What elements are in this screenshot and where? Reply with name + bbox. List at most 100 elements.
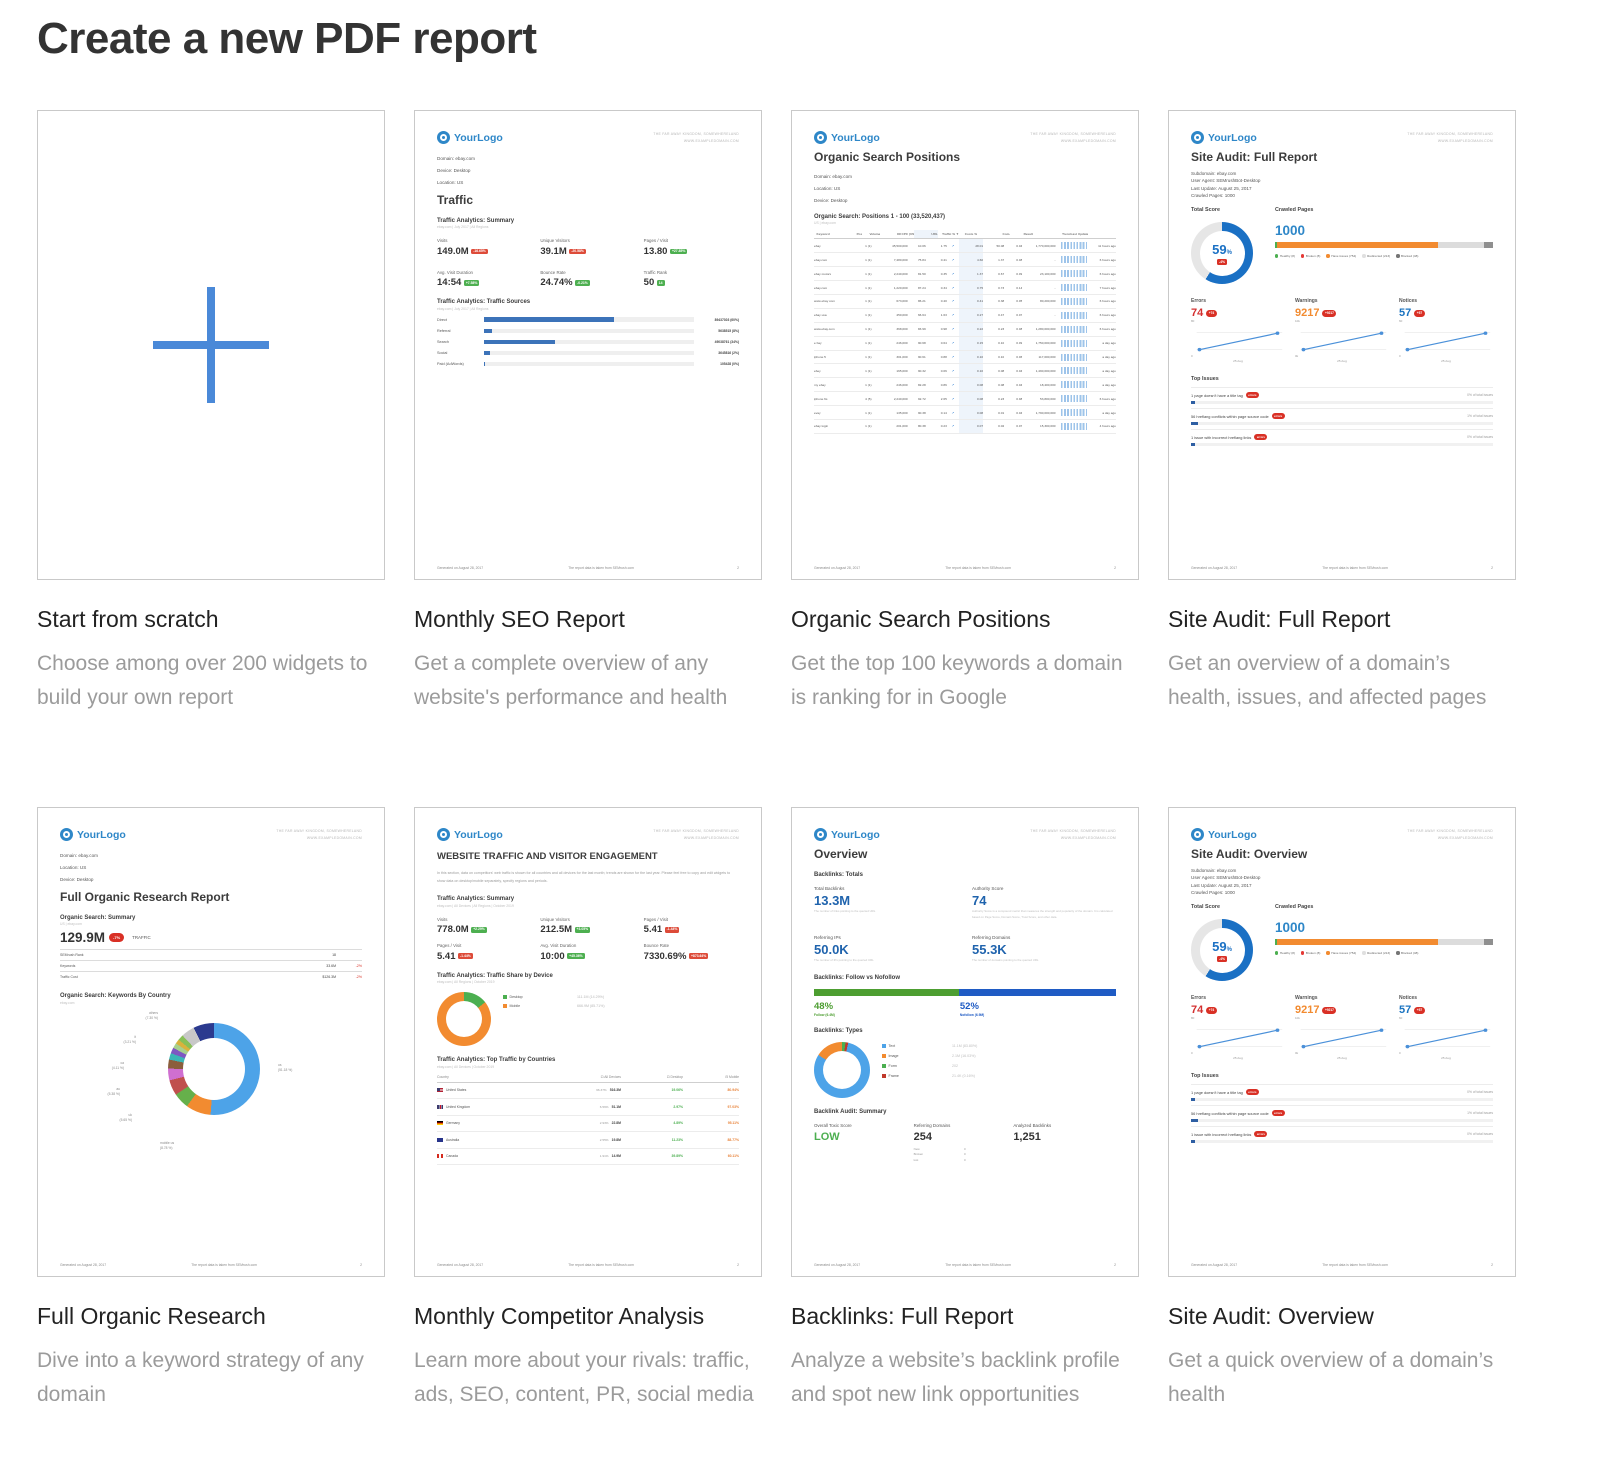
table-row: ebay login 1 (1) 201,000 80.38 0.23 ↗ 0.07 0.02… [814,420,1116,434]
bar-row: Direct 89437303 (60%) [437,317,739,323]
full-organic-research-thumbnail[interactable]: YourLogo THE FAR AWAY KINGDOM, SOMEWHERE… [37,807,385,1277]
logo-icon [437,131,450,144]
errors-badge: errors [1271,413,1285,420]
sub-stat: New 0 [913,1146,966,1151]
doc-footer: Generated on August 28, 2017 The report d… [437,1263,739,1267]
issue-row: 1 issue with incorrect hreflang links err… [1191,429,1493,446]
stat: Referring IPs 50.0K The number of IPs po… [814,934,874,963]
change-badge: -1.44% [458,953,473,960]
total-score-widget: Total Score 59% -4% [1191,904,1253,982]
card-description: Get a complete overview of any website's… [414,652,728,709]
kpi: Errors 74 +74 80 0 25 Aug [1191,298,1285,363]
card-description: Dive into a keyword strategy of any doma… [37,1349,364,1406]
table-row: Germany 2.93% 22.8M 4.89% 95.11% [437,1116,739,1133]
doc-title: Site Audit: Full Report [1191,149,1318,164]
doc-footer: Generated on August 28, 2017 The report d… [814,566,1116,570]
errors-badge: errors [1254,434,1268,441]
doc-title: Site Audit: Overview [1191,846,1308,861]
template-card-backlinks-full-report[interactable]: YourLogo THE FAR AWAY KINGDOM, SOMEWHERE… [791,807,1139,1412]
card-description: Learn more about your rivals: traffic, a… [414,1349,754,1406]
traffic-sources-bar-chart: Direct 89437303 (60%) Referral 5638515 (… [437,317,739,367]
legend-item: Healthy (8) [1275,951,1295,955]
stat: Pages / Visit 5.41 -1.44% [643,916,680,936]
card-title: Start from scratch [37,606,219,632]
external-link-icon: ↗ [951,424,955,429]
analyzed-backlinks: Analyzed Backlinks 1,251 [1013,1122,1052,1143]
stat: Pages / Visit 5.41 -1.44% [437,943,473,962]
logo-icon [1191,131,1204,144]
external-link-icon: ↗ [951,368,955,373]
nofollow-stat: 52% Nofollow (6.9M) [959,1000,985,1017]
blank-report-thumbnail[interactable] [37,110,385,580]
errors-badge: errors [1254,1131,1268,1138]
errors-badge: errors [1245,392,1259,399]
organic-search-positions-thumbnail[interactable]: YourLogo THE FAR AWAY KINGDOM, SOMEWHERE… [791,110,1139,580]
legend-item: Redirected (213) [1362,254,1390,258]
trend-sparkline [1056,256,1092,264]
device-share-legend: Desktop 111.1M (14.29%) Mobile 666.9M (85.… [503,995,605,1009]
plus-icon [153,287,269,403]
template-card-organic-search-positions[interactable]: YourLogo THE FAR AWAY KINGDOM, SOMEWHERE… [791,110,1139,715]
template-card-start-from-scratch[interactable]: Start from scratch Choose among over 200… [37,110,385,715]
monthly-seo-report-thumbnail[interactable]: YourLogo THE FAR AWAY KINGDOM, SOMEWHERE… [414,110,762,580]
section-title: Traffic Analytics: Traffic Sources [437,299,531,306]
kpi-change-badge: +57 [1414,1006,1425,1014]
section-title: Organic Search: Keywords By Country [60,993,171,1000]
trend-sparkline [1056,395,1092,403]
stat: Authority Score 74 Authority Score is a … [972,885,1113,919]
site-audit-full-report-thumbnail[interactable]: YourLogo THE FAR AWAY KINGDOM, SOMEWHERE… [1168,110,1516,580]
change-badge: -0.21% [575,280,590,286]
yourlogo-logo: YourLogo [60,828,126,841]
backlinks-full-report-thumbnail[interactable]: YourLogo THE FAR AWAY KINGDOM, SOMEWHERE… [791,807,1139,1277]
site-audit-overview-thumbnail[interactable]: YourLogo THE FAR AWAY KINGDOM, SOMEWHERE… [1168,807,1516,1277]
monthly-competitor-analysis-thumbnail[interactable]: YourLogo THE FAR AWAY KINGDOM, SOMEWHERE… [414,807,762,1277]
legend-item: Have issues (754) [1326,254,1356,258]
template-card-site-audit-full-report[interactable]: YourLogo THE FAR AWAY KINGDOM, SOMEWHERE… [1168,110,1516,715]
issue-row: 56 hreflang conflicts within page source… [1191,408,1493,426]
sub-stat: Broken 0 [913,1152,966,1157]
kpi: Warnings 9217 +9217 10k 0k 25 Aug [1295,298,1389,363]
summary-row: SEMrush Rank 18 [60,949,362,960]
doc-title: Organic Search Positions [814,149,961,164]
stat: Total Backlinks 13.3M The number of link… [814,885,876,914]
template-card-monthly-competitor-analysis[interactable]: YourLogo THE FAR AWAY KINGDOM, SOMEWHERE… [414,807,762,1412]
section-title: Backlinks: Totals [814,871,863,878]
change-badge: +3.05% [574,926,591,933]
score-donut-chart: 59% -4% [1191,222,1253,285]
trend-sparkline [1056,270,1092,278]
doc-meta: Domain: ebay.com Location: US Device: Desk… [814,173,852,203]
top-issues: Top Issues 1 page doesn't have a title t… [1191,376,1493,446]
stat: Visits 149.0M -16.65% [437,238,488,257]
stat: Referring Domains 55.3K The number of do… [972,934,1039,963]
create-pdf-report-page: Create a new PDF report Start from scrat… [37,14,1516,1412]
template-card-site-audit-overview[interactable]: YourLogo THE FAR AWAY KINGDOM, SOMEWHERE… [1168,807,1516,1412]
section-title: Organic Search: Summary [60,914,136,921]
doc-address: THE FAR AWAY KINGDOM, SOMEWHERELAND WWW.E… [1030,132,1116,144]
stats-grid: Visits 149.0M -16.65% Unique Visitors 39.… [437,238,739,288]
external-link-icon: ↗ [951,341,955,346]
doc-title: Traffic [437,192,474,207]
card-description: Get an overview of a domain’s health, is… [1168,652,1487,709]
section-title: Organic Search: Positions 1 - 100 (33,52… [814,213,946,220]
yourlogo-logo: YourLogo [814,828,880,841]
legend-item: Redirected (213) [1362,951,1390,955]
doc-title: Full Organic Research Report [60,889,230,904]
stat: Unique Visitors 212.5M +3.05% [540,916,591,936]
kpi-change-badge: +9217 [1322,1006,1337,1014]
external-link-icon: ↗ [951,355,955,360]
legend-item: Mobile [503,1004,563,1009]
stat: Bounce Rate 7330.69% +873.64% [643,943,709,962]
score-change-badge: -4% [1216,955,1228,962]
template-card-full-organic-research[interactable]: YourLogo THE FAR AWAY KINGDOM, SOMEWHERE… [37,807,385,1412]
legend-item: Desktop [503,995,563,1000]
template-card-monthly-seo-report[interactable]: YourLogo THE FAR AWAY KINGDOM, SOMEWHERE… [414,110,762,715]
section-title: Backlink Audit: Summary [814,1108,887,1115]
issue-row: 1 page doesn't have a title tag errors 0% … [1191,387,1493,405]
change-badge: +45.36% [567,953,585,960]
external-link-icon: ↗ [951,285,955,290]
doc-address: THE FAR AWAY KINGDOM, SOMEWHERELAND WWW.E… [1407,132,1493,144]
change-badge: -7% [109,933,125,943]
external-link-icon: ↗ [951,271,955,276]
trend-line-chart [1196,1028,1283,1049]
